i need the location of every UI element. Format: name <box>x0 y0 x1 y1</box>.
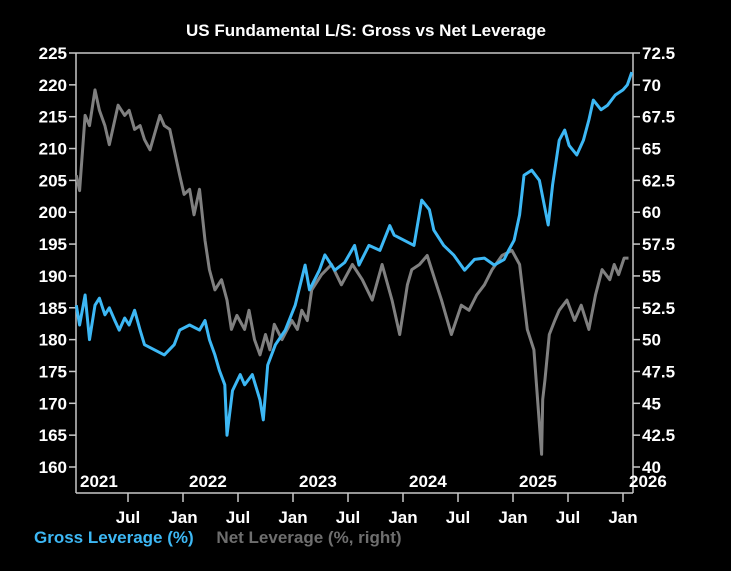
x-year-label: 2025 <box>519 472 557 491</box>
x-month-label: Jul <box>336 508 361 527</box>
right-y-tick-label: 62.5 <box>642 171 675 190</box>
x-month-label: Jul <box>556 508 581 527</box>
legend-gross-leverage: Gross Leverage (%) <box>34 528 194 547</box>
right-y-tick-label: 42.5 <box>642 426 675 445</box>
left-y-tick-label: 170 <box>39 394 67 413</box>
legend: Gross Leverage (%) Net Leverage (%, righ… <box>34 528 420 548</box>
x-month-label: Jan <box>168 508 197 527</box>
x-month-label: Jul <box>116 508 141 527</box>
left-y-tick-label: 190 <box>39 267 67 286</box>
gross-leverage-line <box>74 71 634 437</box>
x-axis: 2021 2022 2023 2024 2025 2026 Jul Jan Jul Jan Jul J… <box>80 472 667 527</box>
legend-net-leverage: Net Leverage (%, right) <box>216 528 402 547</box>
x-year-label: 2026 <box>629 472 667 491</box>
chart-title: US Fundamental L/S: Gross vs Net Leverag… <box>186 21 546 40</box>
right-y-tick-label: 45 <box>642 394 661 413</box>
x-month-label: Jul <box>446 508 471 527</box>
left-y-tick-label: 165 <box>39 426 67 445</box>
right-y-tick-label: 52.5 <box>642 299 675 318</box>
right-y-tick-label: 50 <box>642 331 661 350</box>
x-year-label: 2021 <box>80 472 118 491</box>
left-y-tick-label: 215 <box>39 108 67 127</box>
x-year-label: 2024 <box>409 472 447 491</box>
left-y-tick-label: 185 <box>39 299 67 318</box>
right-y-tick-label: 60 <box>642 203 661 222</box>
right-y-tick-label: 40 <box>642 458 661 477</box>
right-y-tick-label: 67.5 <box>642 108 675 127</box>
x-month-label: Jan <box>278 508 307 527</box>
x-month-label: Jan <box>608 508 637 527</box>
left-y-tick-label: 210 <box>39 140 67 159</box>
right-y-axis: 40 42.5 45 47.5 50 52.5 55 57.5 60 62.5 65 67.5 70 72… <box>633 44 675 477</box>
left-y-tick-label: 220 <box>39 76 67 95</box>
right-y-tick-label: 65 <box>642 140 661 159</box>
x-year-label: 2023 <box>299 472 337 491</box>
left-y-axis: 160 165 170 175 180 185 190 195 200 205 210 215 220 2… <box>39 44 76 477</box>
right-y-tick-label: 70 <box>642 76 661 95</box>
x-month-label: Jan <box>498 508 527 527</box>
left-y-tick-label: 160 <box>39 458 67 477</box>
right-y-tick-label: 47.5 <box>642 362 675 381</box>
left-y-tick-label: 175 <box>39 362 67 381</box>
right-y-tick-label: 57.5 <box>642 235 675 254</box>
left-y-tick-label: 180 <box>39 331 67 350</box>
net-leverage-line <box>74 88 629 456</box>
left-y-tick-label: 205 <box>39 171 67 190</box>
left-y-tick-label: 200 <box>39 203 67 222</box>
plot-frame <box>75 52 634 494</box>
left-y-tick-label: 195 <box>39 235 67 254</box>
x-month-label: Jul <box>226 508 251 527</box>
x-year-label: 2022 <box>189 472 227 491</box>
x-month-label: Jan <box>388 508 417 527</box>
right-y-tick-label: 72.5 <box>642 44 675 63</box>
left-y-tick-label: 225 <box>39 44 67 63</box>
right-y-tick-label: 55 <box>642 267 661 286</box>
series-layer <box>74 71 634 456</box>
